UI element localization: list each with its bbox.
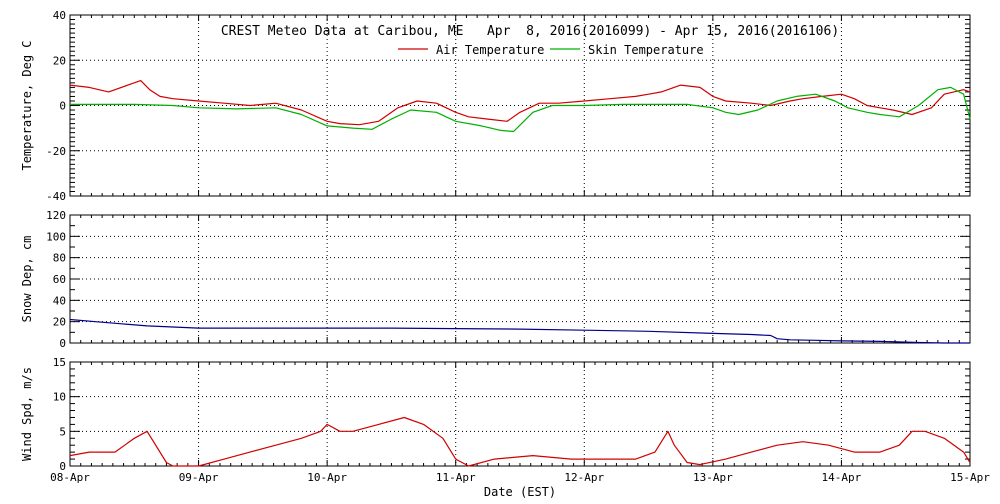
legend-label: Air Temperature — [436, 43, 544, 57]
y-axis-title: Temperature, Deg C — [20, 40, 34, 170]
chart-title: CREST Meteo Data at Caribou, ME Apr 8, 2… — [221, 24, 839, 39]
x-tick-label: 14-Apr — [822, 471, 862, 484]
y-tick-label: 120 — [46, 209, 66, 222]
legend-label: Skin Temperature — [588, 43, 704, 57]
y-tick-label: 80 — [53, 252, 66, 265]
y-tick-label: -40 — [46, 190, 66, 203]
y-tick-label: 40 — [53, 9, 66, 22]
x-tick-label: 12-Apr — [564, 471, 604, 484]
y-tick-label: 20 — [53, 316, 66, 329]
x-tick-label: 13-Apr — [693, 471, 733, 484]
y-tick-label: -20 — [46, 145, 66, 158]
x-tick-label: 11-Apr — [436, 471, 476, 484]
x-axis-title: Date (EST) — [484, 485, 556, 499]
plot-frame — [69, 361, 971, 467]
series-line-panel-3 — [69, 416, 971, 467]
series-line-skin-temperature — [70, 86, 971, 133]
y-tick-label: 0 — [59, 460, 66, 473]
y-tick-label: 0 — [59, 337, 66, 350]
x-tick-label: 15-Apr — [950, 471, 990, 484]
y-tick-label: 60 — [53, 273, 66, 286]
x-tick-label: 08-Apr — [50, 471, 90, 484]
y-tick-label: 5 — [59, 425, 66, 438]
x-tick-label: 09-Apr — [179, 471, 219, 484]
y-tick-label: 100 — [46, 230, 66, 243]
y-tick-label: 20 — [53, 54, 66, 67]
y-tick-label: 40 — [53, 294, 66, 307]
y-tick-label: 10 — [53, 391, 66, 404]
y-tick-label: 0 — [59, 100, 66, 113]
y-tick-label: 15 — [53, 356, 66, 369]
series-line-panel-2 — [69, 318, 970, 344]
y-axis-title: Snow Dep, cm — [20, 236, 34, 323]
series-line-air-temperature — [69, 79, 971, 126]
x-tick-label: 10-Apr — [307, 471, 347, 484]
y-axis-title: Wind Spd, m/s — [20, 367, 34, 461]
